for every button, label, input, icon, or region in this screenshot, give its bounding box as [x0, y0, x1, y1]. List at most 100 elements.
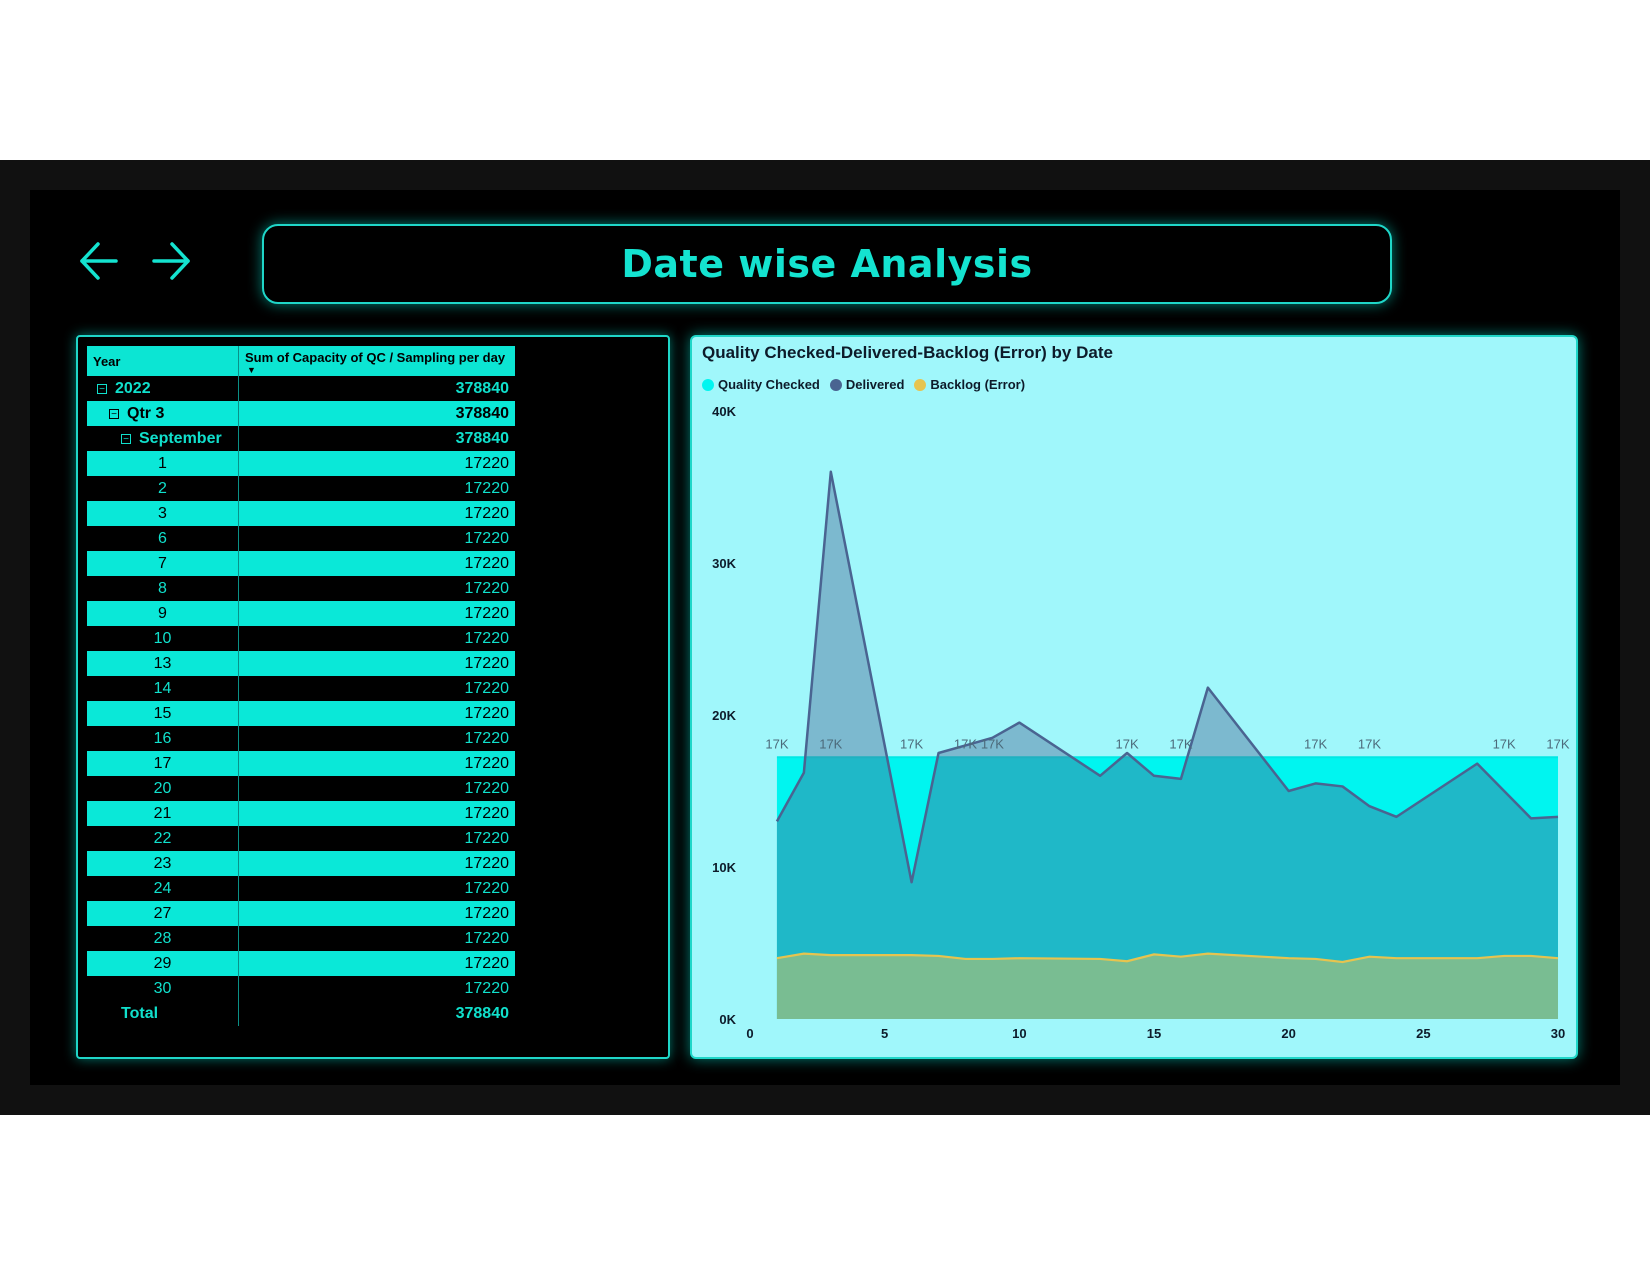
- legend-label: Quality Checked: [718, 377, 820, 392]
- row-label-day: 14: [153, 679, 172, 697]
- matrix-row-day: 22 17220: [87, 826, 515, 851]
- column-header-year[interactable]: Year: [93, 353, 121, 369]
- data-label-quality-checked: 17K: [1493, 736, 1516, 751]
- row-label-quarter: Qtr 3: [127, 404, 165, 422]
- row-label-day: 22: [153, 829, 172, 847]
- x-tick-label: 20: [1281, 1026, 1295, 1041]
- matrix-row-total: Total 378840: [87, 1001, 515, 1026]
- legend-label: Backlog (Error): [930, 377, 1026, 392]
- row-label-day: 30: [153, 979, 172, 997]
- row-value-total: 378840: [238, 1001, 515, 1026]
- row-value-day: 17220: [238, 451, 515, 476]
- x-tick-label: 10: [1012, 1026, 1026, 1041]
- data-label-quality-checked: 17K: [1169, 736, 1192, 751]
- legend-item-backlog[interactable]: Backlog (Error): [914, 377, 1025, 392]
- matrix-row-day: 13 17220: [87, 651, 515, 676]
- row-label-day: 9: [158, 604, 167, 622]
- matrix-panel: Year Sum of Capacity of QC / Sampling pe…: [76, 335, 670, 1059]
- matrix-row-day: 23 17220: [87, 851, 515, 876]
- row-value-day: 17220: [238, 626, 515, 651]
- legend-item-quality-checked[interactable]: Quality Checked: [702, 377, 820, 392]
- row-label-day: 8: [158, 579, 167, 597]
- data-label-quality-checked: 17K: [900, 736, 923, 751]
- matrix-row-year: − 2022 378840: [87, 376, 515, 401]
- page-title: Date wise Analysis: [621, 242, 1033, 286]
- matrix-row-month: − September 378840: [87, 426, 515, 451]
- row-value-day: 17220: [238, 951, 515, 976]
- legend-marker: [914, 378, 927, 391]
- area-chart-panel[interactable]: Quality Checked-Delivered-Backlog (Error…: [690, 335, 1578, 1059]
- x-tick-label: 0: [746, 1026, 753, 1041]
- data-label-quality-checked: 17K: [765, 736, 788, 751]
- matrix-row-quarter: − Qtr 3 378840: [87, 401, 515, 426]
- data-label-quality-checked: 17K: [954, 736, 977, 751]
- row-label-day: 6: [158, 529, 167, 547]
- data-label-quality-checked: 17K: [819, 736, 842, 751]
- matrix-row-day: 3 17220: [87, 501, 515, 526]
- row-value-day: 17220: [238, 901, 515, 926]
- matrix-row-day: 27 17220: [87, 901, 515, 926]
- matrix-row-day: 1 17220: [87, 451, 515, 476]
- matrix-row-day: 16 17220: [87, 726, 515, 751]
- legend-marker: [829, 378, 842, 391]
- row-value-day: 17220: [238, 976, 515, 1001]
- row-value-day: 17220: [238, 876, 515, 901]
- x-tick-label: 25: [1416, 1026, 1430, 1041]
- matrix-row-day: 17 17220: [87, 751, 515, 776]
- row-value-day: 17220: [238, 726, 515, 751]
- row-label-day: 10: [153, 629, 172, 647]
- row-value-day: 17220: [238, 651, 515, 676]
- arrow-left-icon[interactable]: [76, 238, 122, 284]
- row-label-day: 24: [153, 879, 172, 897]
- legend-marker: [702, 378, 714, 391]
- matrix-row-day: 29 17220: [87, 951, 515, 976]
- row-label-day: 20: [153, 779, 172, 797]
- matrix-table: Year Sum of Capacity of QC / Sampling pe…: [87, 346, 515, 1026]
- collapse-icon[interactable]: −: [121, 433, 131, 444]
- data-label-quality-checked: 17K: [1546, 736, 1569, 751]
- x-tick-label: 5: [881, 1026, 888, 1041]
- matrix-row-day: 30 17220: [87, 976, 515, 1001]
- column-header-capacity-label: Sum of Capacity of QC / Sampling per day: [245, 350, 506, 365]
- matrix-row-day: 2 17220: [87, 476, 515, 501]
- y-tick-label: 20K: [712, 708, 736, 723]
- legend-label: Delivered: [845, 377, 905, 392]
- column-header-capacity[interactable]: Sum of Capacity of QC / Sampling per day…: [238, 346, 515, 376]
- chart-plot: 0K 10K 20K 30K 40K 0 5 10 15 20 25 30 17K 17K 17K 17K 17…: [712, 404, 1570, 1041]
- arrow-right-icon[interactable]: [148, 238, 194, 284]
- legend-item-delivered[interactable]: Delivered: [829, 377, 905, 392]
- row-value-day: 17220: [238, 751, 515, 776]
- row-label-day: 7: [158, 554, 167, 572]
- matrix-row-day: 21 17220: [87, 801, 515, 826]
- chart-title: Quality Checked-Delivered-Backlog (Error…: [702, 343, 1113, 362]
- x-tick-label: 15: [1147, 1026, 1161, 1041]
- row-label-day: 16: [153, 729, 172, 747]
- row-value-month: 378840: [238, 426, 515, 451]
- row-label-month: September: [139, 429, 222, 447]
- row-value-day: 17220: [238, 776, 515, 801]
- row-value-day: 17220: [238, 551, 515, 576]
- row-value-day: 17220: [238, 801, 515, 826]
- row-value-day: 17220: [238, 676, 515, 701]
- row-value-day: 17220: [238, 601, 515, 626]
- collapse-icon[interactable]: −: [97, 383, 107, 394]
- row-label-day: 21: [153, 804, 172, 822]
- matrix-header-row: Year Sum of Capacity of QC / Sampling pe…: [87, 346, 515, 376]
- matrix-row-day: 10 17220: [87, 626, 515, 651]
- row-label-day: 2: [158, 479, 167, 497]
- row-value-day: 17220: [238, 851, 515, 876]
- matrix-row-day: 15 17220: [87, 701, 515, 726]
- matrix-row-day: 9 17220: [87, 601, 515, 626]
- row-value-day: 17220: [238, 826, 515, 851]
- row-label-day: 3: [158, 504, 167, 522]
- matrix-row-day: 6 17220: [87, 526, 515, 551]
- collapse-icon[interactable]: −: [109, 408, 119, 419]
- row-value-day: 17220: [238, 926, 515, 951]
- matrix-row-day: 7 17220: [87, 551, 515, 576]
- page-title-box: Date wise Analysis: [262, 224, 1392, 304]
- x-tick-label: 30: [1551, 1026, 1565, 1041]
- row-value-day: 17220: [238, 701, 515, 726]
- row-label-total: Total: [121, 1004, 159, 1022]
- y-tick-label: 30K: [712, 556, 736, 571]
- row-label-day: 27: [153, 904, 172, 922]
